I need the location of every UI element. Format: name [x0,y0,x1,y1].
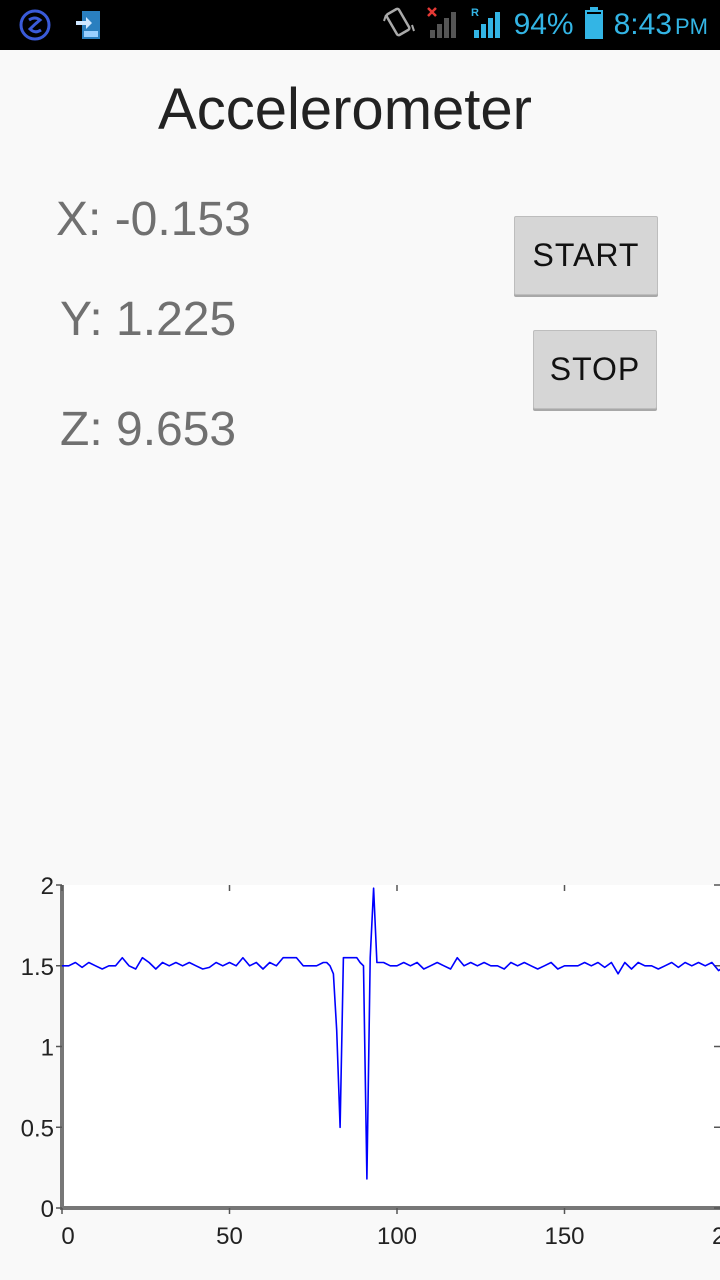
vibrate-icon [382,5,416,46]
svg-text:R: R [471,7,479,19]
status-bar: R 94% 8:43 PM [0,0,720,50]
clock-time: 8:43 [613,8,672,41]
y-tick-label: 1.5 [21,954,54,981]
status-bar-right: R 94% 8:43 PM [382,0,708,50]
plot-area [62,885,720,1208]
signal-roaming-icon: R [470,6,504,45]
clock-ampm: PM [675,14,708,39]
y-tick-label: 0.5 [21,1115,54,1142]
chart-svg: 0 0.5 1 1.5 2 0 50 100 150 200 [21,873,720,1250]
series-line [62,887,720,1180]
battery-icon [584,6,604,45]
z-value: Z: 9.653 [60,403,237,456]
x-value: X: -0.153 [56,193,251,246]
clock: 8:43 PM [614,8,708,42]
x-tick-label: 100 [377,1223,417,1250]
x-tick-label: 150 [544,1223,584,1250]
signal-no-service-icon [426,6,460,45]
y-value: Y: 1.225 [60,293,237,346]
x-tick-label: 0 [61,1223,74,1250]
page-title: Accelerometer [158,77,532,142]
x-tick-label: 200 [712,1223,720,1250]
accelerometer-chart: 0 0.5 1 1.5 2 0 50 100 150 200 [0,860,720,1280]
y-tick-label: 1 [41,1035,54,1062]
start-button[interactable]: START [514,216,658,295]
status-bar-left [18,8,104,47]
y-tick-label: 2 [41,873,54,900]
battery-percentage: 94% [513,8,574,41]
sync-icon [18,8,52,47]
y-tick-label: 0 [41,1196,54,1223]
x-tick-label: 50 [216,1223,243,1250]
stop-button[interactable]: STOP [533,330,657,409]
sim-card-icon [74,9,104,46]
